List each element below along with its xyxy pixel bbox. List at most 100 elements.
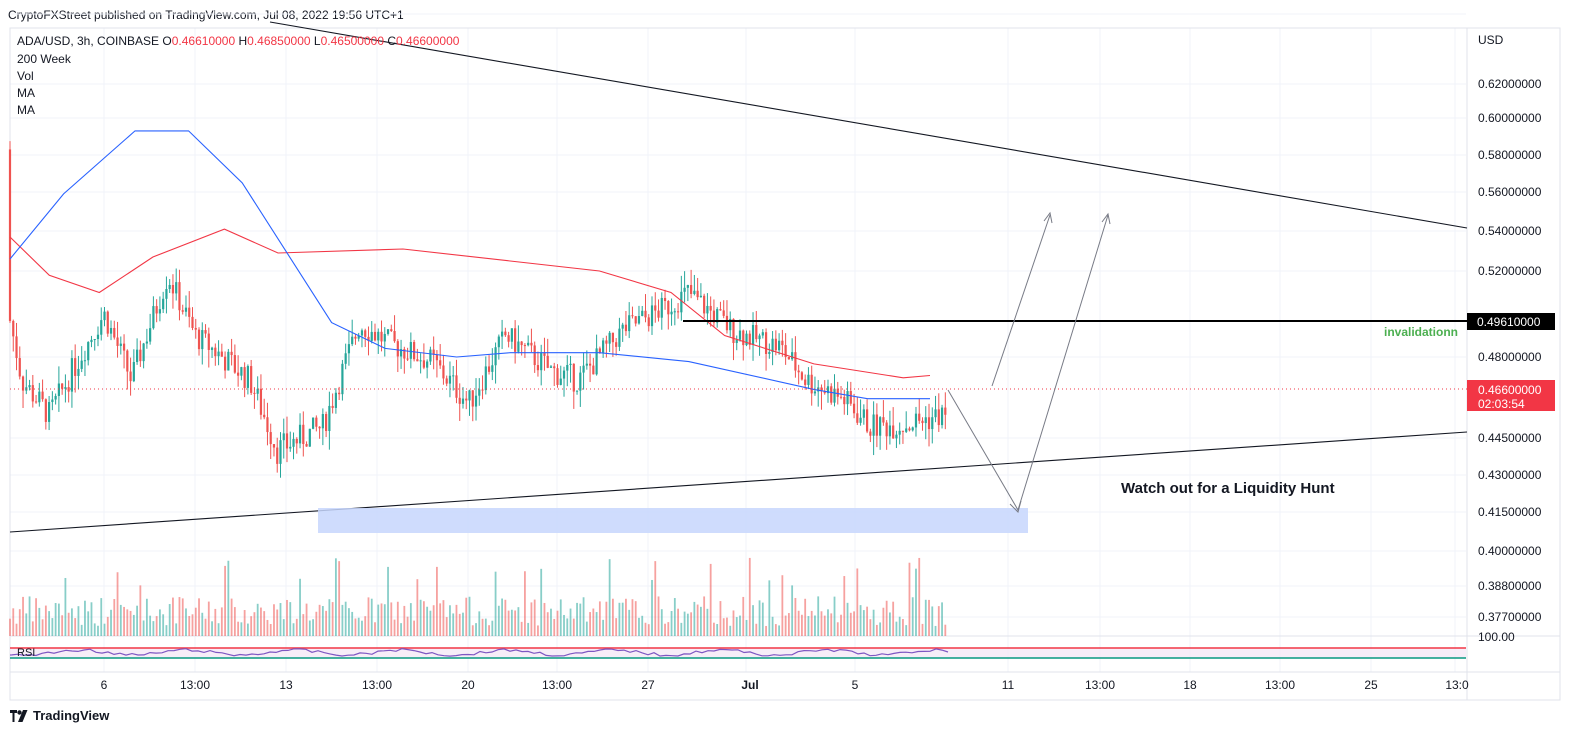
candle-body bbox=[458, 397, 461, 404]
candle-body bbox=[712, 310, 716, 323]
candle-body bbox=[135, 349, 139, 363]
candle-body bbox=[383, 333, 386, 342]
volume-bar bbox=[57, 603, 60, 636]
candle-body bbox=[413, 342, 416, 360]
ohlc-legend: ADA/USD, 3h, COINBASE O0.46610000 H0.468… bbox=[17, 34, 459, 48]
volume-bar bbox=[582, 597, 585, 636]
arrowhead-down bbox=[1009, 500, 1022, 513]
candle-body bbox=[93, 339, 96, 341]
high-value: 0.46850000 bbox=[247, 34, 311, 48]
candle-body bbox=[8, 149, 12, 321]
volume-bar bbox=[892, 601, 895, 636]
symbol-label[interactable]: ADA/USD, 3h, COINBASE bbox=[17, 34, 160, 48]
indicator-volume[interactable]: Vol bbox=[17, 69, 34, 83]
candle-body bbox=[67, 387, 70, 392]
volume-bar bbox=[755, 623, 758, 636]
candle-body bbox=[507, 335, 510, 342]
candle-body bbox=[70, 358, 74, 392]
volume-bar bbox=[273, 604, 275, 636]
candle-body bbox=[445, 378, 448, 384]
candle-body bbox=[367, 336, 370, 341]
volume-bar bbox=[380, 603, 383, 636]
volume-bar bbox=[765, 625, 767, 636]
candle-body bbox=[781, 340, 784, 346]
volume-bar bbox=[895, 621, 898, 636]
volume-bar bbox=[413, 620, 416, 636]
volume-bar bbox=[921, 623, 924, 636]
candle-body bbox=[448, 375, 452, 384]
volume-bar bbox=[885, 600, 888, 636]
candle-body bbox=[820, 387, 823, 392]
volume-bar bbox=[660, 609, 663, 636]
volume-bar bbox=[592, 608, 595, 636]
tradingview-brand[interactable]: TradingView bbox=[10, 708, 109, 723]
volume-bar bbox=[390, 602, 393, 636]
candle-body bbox=[28, 385, 31, 388]
candle-body bbox=[77, 368, 80, 376]
candle-body bbox=[898, 430, 901, 435]
indicator-ma-1[interactable]: MA bbox=[17, 86, 35, 100]
candle-body bbox=[152, 306, 155, 329]
candle-body bbox=[588, 363, 592, 366]
candle-body bbox=[406, 358, 409, 360]
indicator-200-week[interactable]: 200 Week bbox=[17, 52, 71, 66]
candle-body bbox=[559, 378, 562, 385]
candle-body bbox=[791, 352, 794, 360]
indicator-ma-2[interactable]: MA bbox=[17, 103, 35, 117]
volume-bar bbox=[266, 619, 269, 636]
candle-body bbox=[654, 305, 657, 311]
volume-bar bbox=[716, 624, 719, 636]
candle-body bbox=[895, 434, 898, 439]
candles-group bbox=[8, 141, 947, 478]
candle-body bbox=[246, 366, 250, 388]
volume-bar bbox=[781, 575, 784, 636]
candle-body bbox=[615, 342, 618, 347]
volume-bar bbox=[602, 619, 605, 636]
liquidity-zone bbox=[318, 508, 1028, 533]
volume-bar bbox=[823, 615, 826, 636]
volume-bar bbox=[325, 610, 328, 636]
candle-body bbox=[106, 311, 109, 334]
candle-body bbox=[113, 327, 116, 338]
volume-bar bbox=[387, 566, 389, 636]
candle-body bbox=[517, 341, 520, 352]
projection-path-down-up bbox=[947, 214, 1109, 512]
volume-bar bbox=[357, 617, 360, 636]
rsi-band bbox=[10, 648, 1466, 658]
candle-body bbox=[735, 339, 738, 344]
volume-bar bbox=[494, 571, 497, 636]
candle-body bbox=[686, 285, 689, 288]
volume-bar bbox=[791, 585, 794, 636]
time-tick-label: 13:00 bbox=[1265, 678, 1295, 692]
candle-body bbox=[768, 352, 771, 354]
candle-body bbox=[341, 363, 344, 395]
volume-bar bbox=[621, 602, 624, 636]
volume-bar bbox=[211, 621, 213, 636]
candle-body bbox=[390, 329, 393, 331]
volume-bar bbox=[944, 624, 947, 636]
candle-body bbox=[197, 329, 201, 350]
candle-body bbox=[761, 332, 764, 336]
volume-bar bbox=[589, 612, 591, 636]
candle-body bbox=[409, 342, 412, 359]
candle-body bbox=[347, 344, 351, 354]
volume-bar bbox=[348, 608, 350, 636]
candle-body bbox=[393, 330, 396, 342]
candle-body bbox=[214, 347, 217, 357]
candle-body bbox=[553, 366, 556, 369]
candle-body bbox=[217, 351, 220, 357]
volume-bar bbox=[409, 603, 412, 636]
volume-bar bbox=[191, 614, 194, 636]
volume-bar bbox=[132, 614, 135, 636]
candle-body bbox=[530, 342, 533, 346]
volume-bar bbox=[618, 602, 621, 636]
candle-body bbox=[908, 428, 911, 431]
volume-bar bbox=[889, 612, 891, 636]
volume-bar bbox=[540, 568, 543, 636]
volume-bar bbox=[129, 610, 132, 636]
candle-body bbox=[373, 331, 377, 341]
candle-body bbox=[360, 330, 364, 336]
volume-bar bbox=[204, 618, 207, 636]
candle-body bbox=[742, 330, 745, 346]
